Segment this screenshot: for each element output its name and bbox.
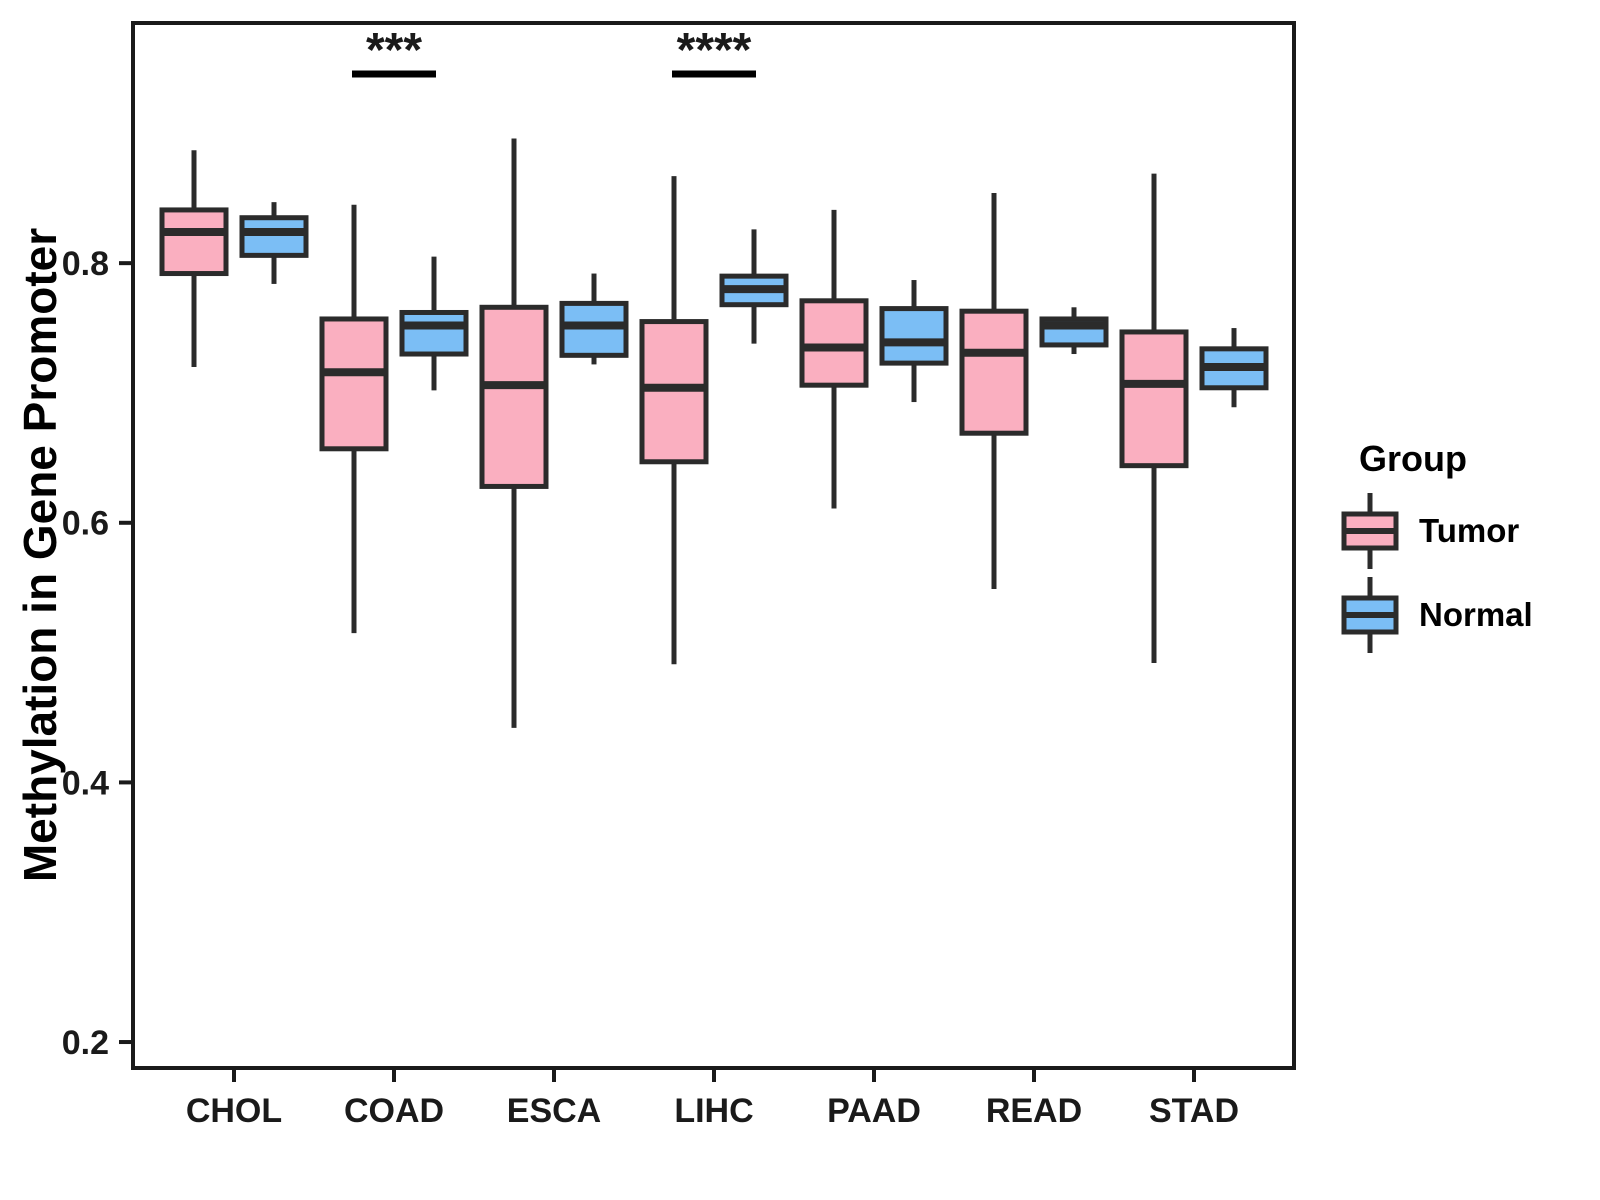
normal-box-coad [399,309,469,357]
tumor-box-read [959,308,1029,436]
y-tick-label: 0.8 [62,245,109,283]
legend: Group Tumor Normal [1335,438,1595,658]
legend-title: Group [1359,438,1467,479]
tumor-box-paad [799,298,869,388]
tumor-box-stad [1119,329,1189,469]
x-tick-label-lihc: LIHC [674,1092,753,1130]
x-tick-label-esca: ESCA [507,1092,601,1130]
tumor-box-coad [319,316,389,452]
legend-label-normal: Normal [1419,596,1533,633]
significance-stars-lihc: **** [677,24,752,77]
significance-stars-coad: *** [366,24,422,77]
x-tick-label-chol: CHOL [186,1092,282,1130]
y-tick-label: 0.4 [62,764,109,802]
tumor-box-esca [479,304,549,489]
tumor-boxplot-key-icon [1341,493,1399,569]
normal-box-chol [239,215,309,258]
panel-border [131,21,1296,1070]
y-tick-label: 0.2 [62,1024,109,1062]
normal-boxplot-key-icon [1341,577,1399,653]
x-tick-label-read: READ [986,1092,1082,1130]
x-tick-label-stad: STAD [1149,1092,1239,1130]
y-tick-label: 0.6 [62,505,109,543]
x-tick-label-coad: COAD [344,1092,444,1130]
y-axis-title: Methylation in Gene Promoter [14,227,66,883]
legend-item-normal: Normal [1335,574,1595,656]
legend-item-tumor: Tumor [1335,490,1595,572]
tumor-box-chol [159,207,229,277]
legend-label-tumor: Tumor [1419,512,1520,549]
x-tick-label-paad: PAAD [827,1092,921,1130]
normal-box-paad [879,306,949,366]
